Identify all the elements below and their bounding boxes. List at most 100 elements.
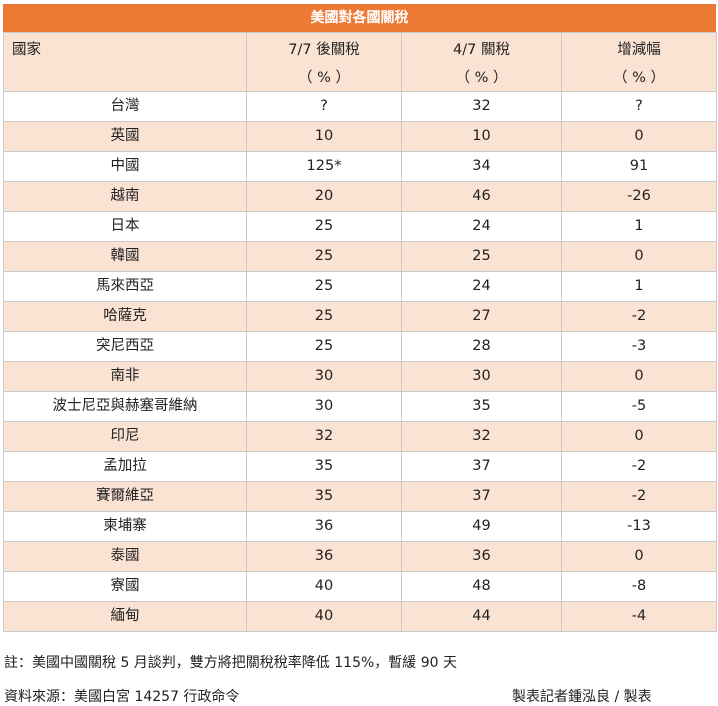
table-row: 印尼 32 32 0 (3, 421, 717, 452)
cell-april-tariff: 36 (401, 541, 562, 572)
cell-change: 91 (561, 151, 717, 182)
cell-april-tariff: 49 (401, 511, 562, 542)
cell-april-tariff: 25 (401, 241, 562, 272)
header-country: 國家 (3, 32, 247, 92)
cell-change: 0 (561, 421, 717, 452)
cell-country: 日本 (3, 211, 247, 242)
header-change: 增減幅 （ % ） (561, 32, 717, 92)
header-april-tariff: 4/7 關稅 （ % ） (401, 32, 562, 92)
cell-country: 南非 (3, 361, 247, 392)
cell-change: -5 (561, 391, 717, 422)
cell-change: 0 (561, 361, 717, 392)
cell-country: 賽爾維亞 (3, 481, 247, 512)
footnote: 註：美國中國關稅 5 月談判，雙方將把關稅稅率降低 115%，暫緩 90 天 (4, 655, 457, 671)
header-row: 國家 7/7 後關稅 （ % ） 4/7 關稅 （ % ） 增減幅 （ % ） (3, 32, 717, 92)
cell-change: -26 (561, 181, 717, 212)
cell-april-tariff: 37 (401, 481, 562, 512)
credit: 製表記者鍾泓良 / 製表 (512, 689, 652, 705)
cell-country: 越南 (3, 181, 247, 212)
cell-april-tariff: 48 (401, 571, 562, 602)
cell-after-tariff: 35 (246, 481, 402, 512)
cell-after-tariff: 20 (246, 181, 402, 212)
cell-april-tariff: 35 (401, 391, 562, 422)
cell-after-tariff: 30 (246, 361, 402, 392)
cell-april-tariff: 24 (401, 271, 562, 302)
cell-change: 0 (561, 241, 717, 272)
table-row: 賽爾維亞 35 37 -2 (3, 481, 717, 512)
cell-country: 波士尼亞與赫塞哥維納 (3, 391, 247, 422)
cell-april-tariff: 34 (401, 151, 562, 182)
cell-april-tariff: 44 (401, 601, 562, 632)
cell-change: -2 (561, 451, 717, 482)
cell-country: 中國 (3, 151, 247, 182)
table-title: 美國對各國關稅 (3, 4, 716, 32)
table-row: 韓國 25 25 0 (3, 241, 717, 272)
cell-change: 1 (561, 271, 717, 302)
cell-change: -2 (561, 481, 717, 512)
cell-april-tariff: 30 (401, 361, 562, 392)
table-row: 波士尼亞與赫塞哥維納 30 35 -5 (3, 391, 717, 422)
table-row: 越南 20 46 -26 (3, 181, 717, 212)
cell-country: 孟加拉 (3, 451, 247, 482)
cell-change: -4 (561, 601, 717, 632)
cell-country: 突尼西亞 (3, 331, 247, 362)
cell-april-tariff: 32 (401, 91, 562, 122)
cell-after-tariff: 25 (246, 211, 402, 242)
cell-after-tariff: 125* (246, 151, 402, 182)
cell-country: 韓國 (3, 241, 247, 272)
cell-after-tariff: 32 (246, 421, 402, 452)
cell-april-tariff: 10 (401, 121, 562, 152)
cell-country: 泰國 (3, 541, 247, 572)
table-row: 緬甸 40 44 -4 (3, 601, 717, 632)
cell-april-tariff: 27 (401, 301, 562, 332)
table-row: 英國 10 10 0 (3, 121, 717, 152)
cell-change: 1 (561, 211, 717, 242)
cell-after-tariff: 40 (246, 601, 402, 632)
cell-change: -8 (561, 571, 717, 602)
cell-april-tariff: 46 (401, 181, 562, 212)
cell-country: 寮國 (3, 571, 247, 602)
header-after-tariff: 7/7 後關稅 （ % ） (246, 32, 402, 92)
cell-country: 哈薩克 (3, 301, 247, 332)
cell-change: 0 (561, 121, 717, 152)
cell-after-tariff: 25 (246, 331, 402, 362)
cell-after-tariff: 25 (246, 301, 402, 332)
cell-after-tariff: 40 (246, 571, 402, 602)
table-row: 南非 30 30 0 (3, 361, 717, 392)
cell-country: 馬來西亞 (3, 271, 247, 302)
cell-change: -13 (561, 511, 717, 542)
cell-april-tariff: 32 (401, 421, 562, 452)
table-row: 中國 125* 34 91 (3, 151, 717, 182)
cell-country: 印尼 (3, 421, 247, 452)
tariff-table: 國家 7/7 後關稅 （ % ） 4/7 關稅 （ % ） 增減幅 （ % ） … (3, 32, 717, 632)
cell-after-tariff: 36 (246, 511, 402, 542)
data-source: 資料來源：美國白宮 14257 行政命令 (4, 689, 240, 705)
table-row: 柬埔寨 36 49 -13 (3, 511, 717, 542)
cell-change: ? (561, 91, 717, 122)
cell-after-tariff: 25 (246, 271, 402, 302)
cell-country: 緬甸 (3, 601, 247, 632)
table-row: 寮國 40 48 -8 (3, 571, 717, 602)
cell-april-tariff: 24 (401, 211, 562, 242)
cell-april-tariff: 37 (401, 451, 562, 482)
table-row: 泰國 36 36 0 (3, 541, 717, 572)
cell-change: -3 (561, 331, 717, 362)
table-row: 孟加拉 35 37 -2 (3, 451, 717, 482)
cell-after-tariff: 36 (246, 541, 402, 572)
cell-after-tariff: 35 (246, 451, 402, 482)
tariff-table-container: 美國對各國關稅 國家 7/7 後關稅 （ % ） 4/7 關稅 （ % ） 增減… (3, 4, 717, 632)
cell-change: 0 (561, 541, 717, 572)
cell-after-tariff: 30 (246, 391, 402, 422)
table-row: 哈薩克 25 27 -2 (3, 301, 717, 332)
cell-after-tariff: 25 (246, 241, 402, 272)
table-row: 突尼西亞 25 28 -3 (3, 331, 717, 362)
cell-after-tariff: 10 (246, 121, 402, 152)
table-row: 馬來西亞 25 24 1 (3, 271, 717, 302)
cell-country: 台灣 (3, 91, 247, 122)
table-row: 台灣? 32? (3, 91, 717, 122)
cell-change: -2 (561, 301, 717, 332)
table-row: 日本 25 24 1 (3, 211, 717, 242)
cell-country: 柬埔寨 (3, 511, 247, 542)
cell-country: 英國 (3, 121, 247, 152)
cell-after-tariff: ? (246, 91, 402, 122)
